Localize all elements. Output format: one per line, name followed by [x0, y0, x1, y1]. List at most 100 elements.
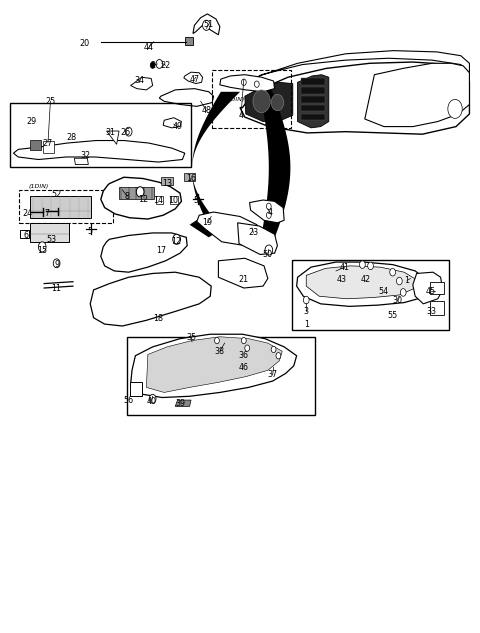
Bar	[119, 187, 154, 199]
Bar	[161, 177, 173, 185]
Bar	[430, 301, 444, 315]
Bar	[130, 382, 142, 396]
Text: 8: 8	[125, 192, 130, 201]
Bar	[170, 196, 178, 204]
Text: 31: 31	[106, 128, 115, 137]
Circle shape	[149, 394, 156, 403]
Text: 10: 10	[168, 196, 178, 205]
Text: 43: 43	[337, 275, 347, 284]
Text: 2: 2	[150, 61, 155, 70]
Text: 9: 9	[54, 260, 59, 269]
Circle shape	[448, 99, 462, 118]
Text: 56: 56	[123, 396, 134, 404]
Text: 38: 38	[215, 347, 225, 356]
Circle shape	[241, 79, 246, 85]
Circle shape	[396, 277, 402, 285]
Circle shape	[38, 242, 46, 252]
Text: 36: 36	[239, 351, 249, 360]
Polygon shape	[192, 92, 240, 231]
Circle shape	[265, 245, 273, 255]
Circle shape	[303, 296, 309, 304]
Text: 50: 50	[263, 250, 273, 259]
Text: 45: 45	[426, 287, 436, 296]
Polygon shape	[131, 77, 153, 90]
Circle shape	[173, 234, 180, 244]
Text: 5: 5	[193, 196, 198, 205]
Text: 4: 4	[239, 111, 243, 120]
Text: 35: 35	[186, 333, 196, 342]
Circle shape	[245, 345, 250, 351]
Circle shape	[266, 203, 271, 210]
Text: 16: 16	[186, 174, 196, 183]
Text: 11: 11	[52, 284, 61, 292]
Bar	[430, 282, 444, 294]
Bar	[301, 114, 325, 120]
Text: 4: 4	[267, 208, 272, 216]
Text: 28: 28	[66, 133, 76, 142]
Circle shape	[241, 337, 246, 344]
Circle shape	[271, 94, 284, 111]
Circle shape	[254, 81, 259, 87]
Circle shape	[266, 212, 271, 218]
Text: 24: 24	[23, 209, 33, 218]
Text: 12: 12	[171, 237, 182, 246]
Text: 19: 19	[202, 218, 213, 227]
Text: 30: 30	[393, 296, 402, 305]
Circle shape	[156, 60, 163, 68]
Bar	[301, 78, 325, 85]
Text: 18: 18	[154, 314, 163, 323]
Text: 39: 39	[175, 399, 185, 408]
Text: 6: 6	[24, 231, 29, 240]
Text: 55: 55	[387, 311, 398, 320]
Text: 48: 48	[202, 106, 211, 115]
Polygon shape	[163, 118, 181, 128]
Bar	[156, 196, 163, 204]
Polygon shape	[218, 258, 268, 288]
Bar	[301, 87, 325, 94]
Polygon shape	[365, 63, 469, 127]
Text: 53: 53	[47, 235, 57, 244]
Bar	[10, 103, 191, 167]
Bar	[30, 196, 91, 218]
Text: 17: 17	[156, 246, 166, 254]
Polygon shape	[90, 272, 211, 326]
Polygon shape	[175, 400, 191, 406]
Circle shape	[150, 62, 155, 68]
Polygon shape	[101, 233, 187, 272]
Bar	[30, 223, 69, 242]
Bar	[43, 141, 54, 153]
Polygon shape	[220, 75, 275, 92]
Bar	[127, 337, 315, 415]
Text: 3: 3	[304, 307, 309, 316]
Polygon shape	[193, 14, 220, 35]
Text: (1DIN): (1DIN)	[224, 97, 244, 102]
Text: 54: 54	[378, 287, 388, 296]
Polygon shape	[159, 89, 214, 106]
Text: 22: 22	[160, 61, 171, 70]
Polygon shape	[250, 200, 284, 223]
Text: 37: 37	[267, 370, 278, 379]
Polygon shape	[245, 82, 293, 122]
Text: 21: 21	[239, 275, 249, 284]
Circle shape	[271, 346, 276, 353]
Circle shape	[360, 261, 365, 268]
Text: 40: 40	[146, 397, 156, 406]
Text: 32: 32	[80, 151, 91, 160]
Polygon shape	[74, 158, 88, 165]
Bar	[19, 190, 113, 223]
Circle shape	[390, 268, 396, 276]
Text: 46: 46	[239, 363, 249, 372]
Polygon shape	[190, 218, 228, 237]
Text: (1DIN): (1DIN)	[28, 184, 48, 189]
Polygon shape	[197, 212, 263, 246]
Circle shape	[203, 20, 210, 30]
Text: 44: 44	[144, 43, 154, 52]
Polygon shape	[297, 262, 427, 306]
Circle shape	[215, 337, 219, 344]
Text: 49: 49	[172, 122, 183, 131]
Polygon shape	[107, 131, 119, 144]
Text: 1: 1	[405, 276, 409, 285]
Text: 12: 12	[138, 195, 148, 204]
Bar	[185, 37, 193, 45]
Polygon shape	[306, 266, 417, 299]
